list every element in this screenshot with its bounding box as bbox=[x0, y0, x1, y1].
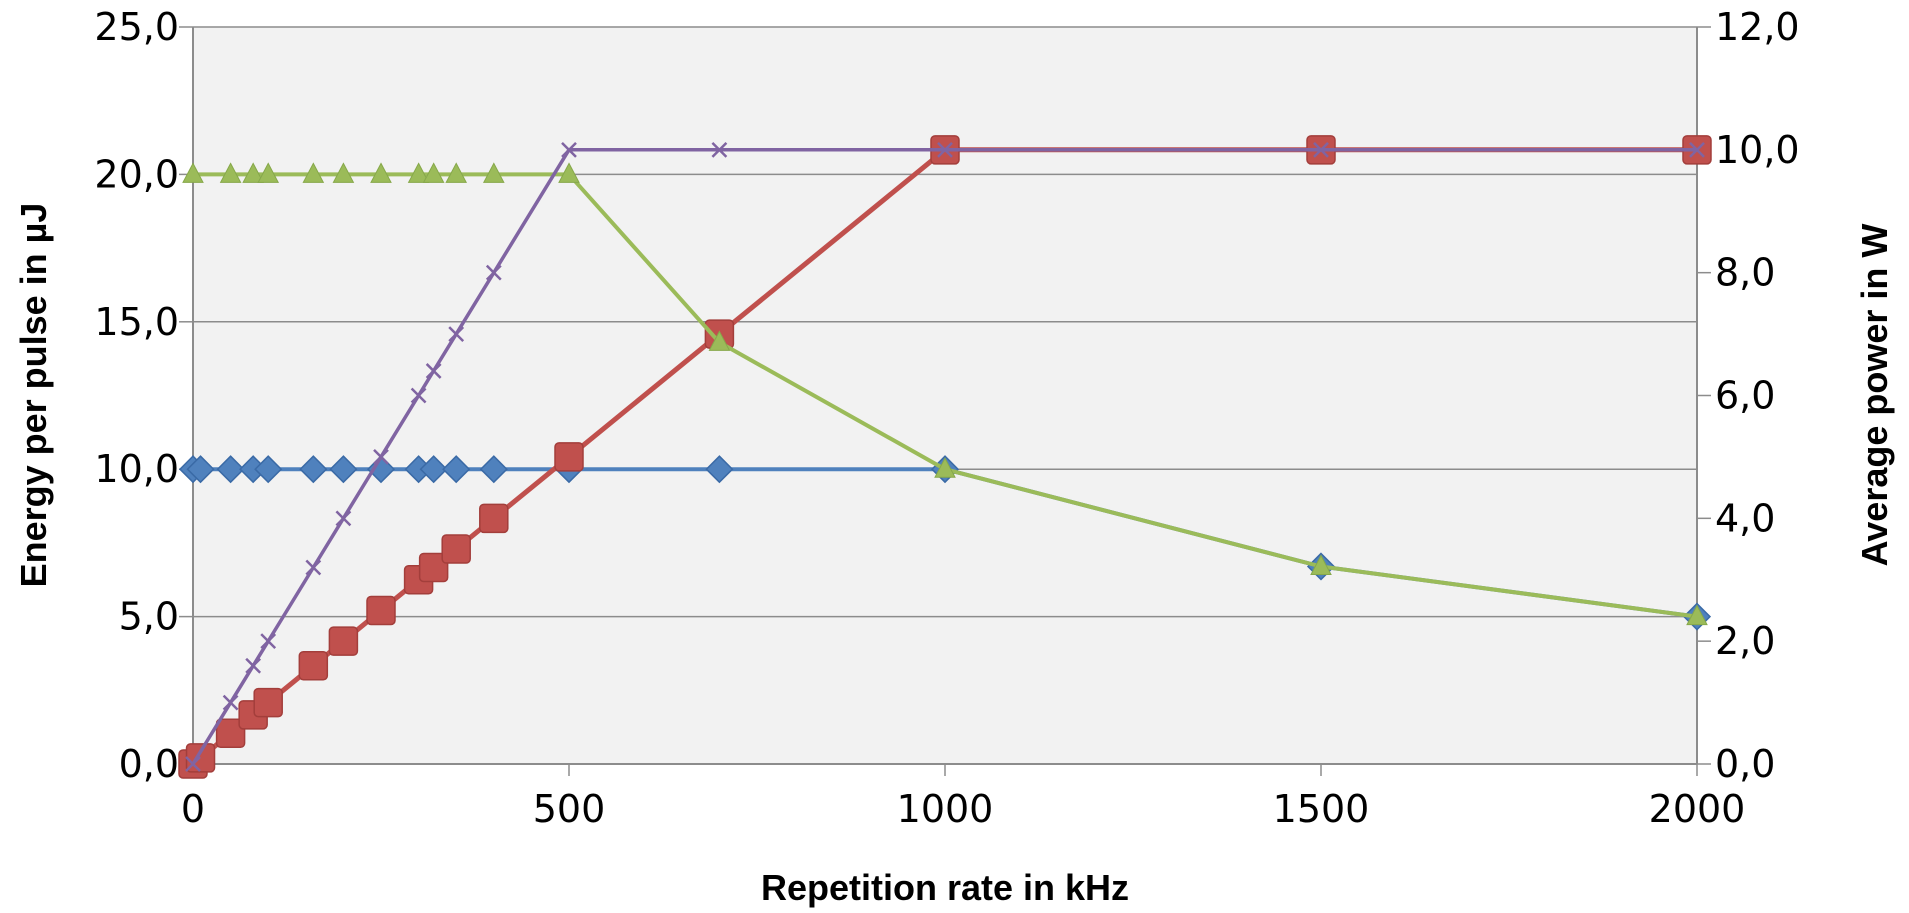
data-point-diamond bbox=[254, 455, 283, 484]
data-point-x bbox=[425, 363, 442, 379]
data-point-square bbox=[328, 626, 359, 656]
data-point-triangle bbox=[1310, 554, 1332, 575]
x-tick-label: 1000 bbox=[897, 787, 994, 831]
data-point-x bbox=[561, 141, 577, 158]
data-point-diamond bbox=[442, 455, 471, 484]
y2-tick-label: 8,0 bbox=[1715, 251, 1775, 295]
x-tick-label: 0 bbox=[181, 787, 205, 831]
data-point-x bbox=[448, 326, 465, 342]
y2-tick-label: 10,0 bbox=[1715, 128, 1800, 172]
data-point-triangle bbox=[370, 162, 392, 183]
series-3-line bbox=[193, 172, 1698, 619]
y2-tick-label: 6,0 bbox=[1715, 374, 1775, 418]
data-point-triangle bbox=[332, 162, 355, 183]
data-point-triangle bbox=[219, 162, 242, 183]
data-point-triangle bbox=[257, 162, 280, 183]
data-point-x bbox=[1313, 141, 1329, 158]
data-point-diamond bbox=[705, 455, 734, 484]
data-point-x bbox=[335, 510, 352, 527]
data-point-triangle bbox=[302, 162, 325, 183]
data-point-square bbox=[418, 552, 449, 583]
y2-axis-title: Average power in W bbox=[1854, 224, 1895, 567]
x-tick-label: 2000 bbox=[1649, 787, 1746, 831]
y2-tick-label: 12,0 bbox=[1715, 5, 1800, 49]
data-point-square bbox=[298, 650, 329, 681]
data-point-square bbox=[441, 534, 471, 564]
data-point-diamond bbox=[479, 455, 508, 484]
data-point-triangle bbox=[1686, 604, 1708, 626]
data-point-x bbox=[711, 141, 728, 158]
data-point-triangle bbox=[182, 162, 204, 183]
series-3 bbox=[182, 162, 1708, 626]
series-layer bbox=[178, 135, 1712, 779]
data-point-triangle bbox=[242, 162, 264, 183]
y-tick-label: 10,0 bbox=[94, 447, 179, 491]
data-point-diamond bbox=[299, 455, 328, 484]
data-point-x bbox=[260, 633, 277, 650]
x-tick-label: 1500 bbox=[1273, 787, 1370, 831]
y2-tick-label: 0,0 bbox=[1715, 742, 1775, 786]
y-tick-label: 15,0 bbox=[94, 300, 179, 344]
data-point-x bbox=[485, 264, 502, 281]
data-point-triangle bbox=[422, 162, 445, 183]
y2-tick-label: 2,0 bbox=[1715, 619, 1775, 663]
data-point-diamond bbox=[329, 455, 358, 484]
series-4-line bbox=[191, 148, 1697, 765]
y-tick-label: 0,0 bbox=[119, 742, 179, 786]
data-point-diamond bbox=[419, 455, 448, 484]
data-point-x bbox=[373, 449, 389, 465]
y2-tick-label: 4,0 bbox=[1715, 496, 1775, 540]
tick-labels: 0,0 5,0 10,0 15,0 20,0 25,0 0,0 2,0 4,0 6,0 8,0 10,… bbox=[94, 5, 1799, 831]
data-point-x bbox=[222, 694, 239, 711]
series-4 bbox=[185, 141, 1705, 772]
data-point-x bbox=[245, 657, 262, 674]
x-axis-title: Repetition rate in kHz bbox=[761, 867, 1129, 908]
y-tick-label: 20,0 bbox=[94, 152, 179, 196]
data-point-triangle bbox=[934, 457, 956, 478]
data-point-x bbox=[937, 141, 953, 158]
data-point-x bbox=[410, 387, 427, 404]
data-point-square bbox=[479, 503, 509, 534]
data-point-square bbox=[253, 687, 283, 718]
data-point-square bbox=[215, 718, 246, 749]
data-point-x bbox=[185, 756, 201, 772]
y-tick-label: 5,0 bbox=[119, 595, 179, 639]
data-point-square bbox=[366, 595, 396, 626]
data-point-triangle bbox=[708, 330, 731, 351]
data-point-triangle bbox=[407, 162, 430, 183]
data-point-square bbox=[554, 442, 584, 472]
data-point-x bbox=[305, 559, 322, 576]
y-axis-title: Energy per pulse in µJ bbox=[13, 203, 54, 588]
data-point-triangle bbox=[445, 162, 468, 183]
data-point-diamond bbox=[216, 455, 245, 484]
data-point-triangle bbox=[482, 162, 505, 183]
data-point-triangle bbox=[558, 162, 580, 183]
y-tick-label: 25,0 bbox=[94, 5, 179, 49]
data-point-diamond bbox=[186, 455, 215, 484]
data-point-x bbox=[1689, 141, 1705, 158]
x-tick-label: 500 bbox=[533, 787, 606, 831]
